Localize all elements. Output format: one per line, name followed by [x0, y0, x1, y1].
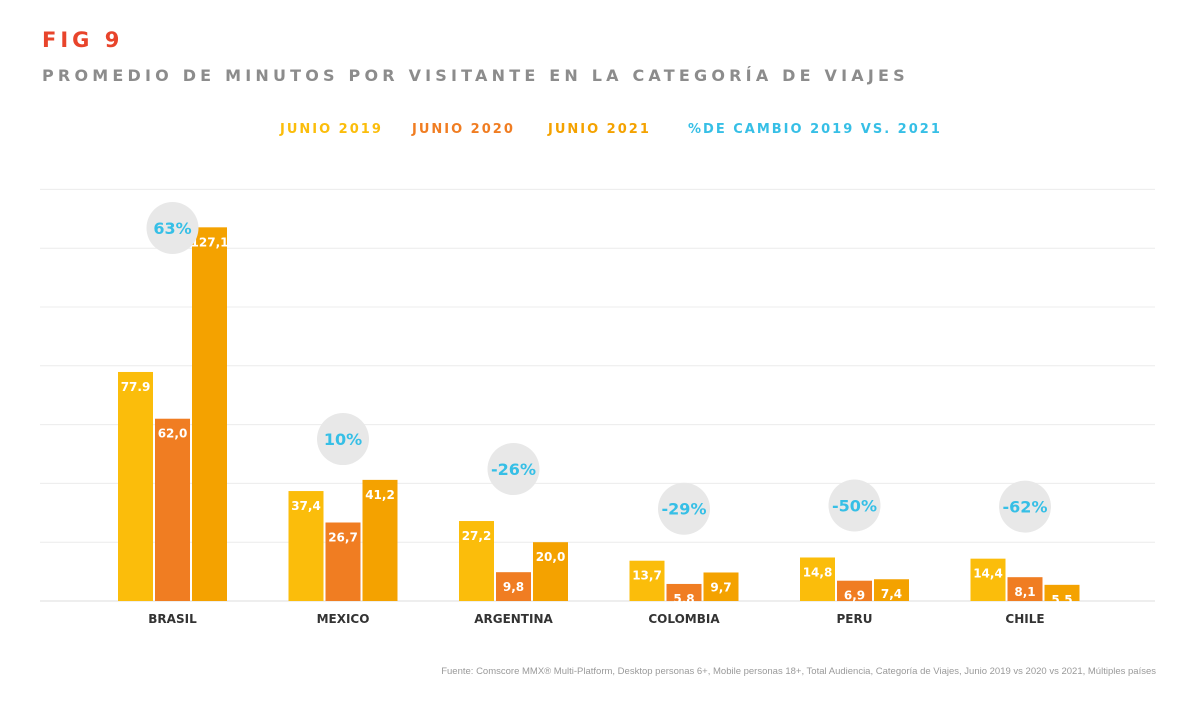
data-label: 14,8	[803, 565, 833, 579]
change-bubble	[658, 482, 710, 535]
change-bubble	[317, 413, 369, 466]
bar-brasil-junio-2020	[155, 418, 190, 601]
data-label: 9,7	[710, 580, 731, 594]
category-label: ARGENTINA	[474, 612, 553, 626]
data-label: 26,7	[328, 531, 358, 545]
bar-chile-junio-2019	[970, 558, 1006, 601]
bar-mexico-junio-2019	[288, 491, 324, 601]
bar-peru-junio-2021	[874, 579, 909, 601]
data-label: 27,2	[462, 529, 492, 543]
legend-item-cambio: %DE CAMBIO 2019 VS. 2021	[688, 122, 942, 137]
bar-peru-junio-2020	[837, 580, 872, 601]
change-label: 63%	[153, 219, 191, 238]
data-label: 13,7	[632, 569, 662, 583]
bar-chile-junio-2020	[1007, 577, 1043, 601]
change-label: 10%	[324, 430, 362, 449]
change-bubble	[487, 443, 540, 496]
data-label: 14,4	[973, 567, 1003, 581]
data-label: 37,4	[291, 499, 321, 513]
legend-item-junio-2020: JUNIO 2020	[412, 122, 515, 137]
change-bubble	[146, 202, 199, 254]
bar-argentina-junio-2021	[533, 542, 568, 601]
data-label: 5,8	[673, 592, 694, 606]
bar-chile-junio-2021	[1044, 584, 1080, 601]
chart-title: PROMEDIO DE MINUTOS POR VISITANTE EN LA …	[42, 66, 909, 85]
bar-mexico-junio-2021	[362, 479, 398, 601]
bar-mexico-junio-2020	[325, 522, 361, 601]
data-label: 8,1	[1014, 585, 1035, 599]
data-label: 41,2	[365, 488, 395, 502]
category-label: CHILE	[1005, 612, 1044, 626]
change-bubble	[828, 479, 881, 532]
data-label: 7,4	[881, 587, 902, 601]
change-label: -62%	[1003, 498, 1048, 517]
source-note: Fuente: Comscore MMX® Multi-Platform, De…	[441, 666, 1156, 677]
bar-brasil-junio-2019	[118, 371, 153, 601]
legend-item-junio-2021: JUNIO 2021	[548, 122, 651, 137]
data-label: 77.9	[121, 380, 151, 394]
category-label: COLOMBIA	[648, 612, 720, 626]
data-label: 62,0	[158, 427, 188, 441]
category-label: MEXICO	[317, 612, 370, 626]
bar-colombia-junio-2019	[629, 560, 665, 601]
change-bubble	[999, 480, 1051, 533]
bar-colombia-junio-2021	[703, 572, 739, 601]
category-label: BRASIL	[148, 612, 197, 626]
legend-item-junio-2019: JUNIO 2019	[280, 122, 383, 137]
data-label: 127,1	[191, 235, 229, 249]
bar-argentina-junio-2020	[496, 572, 531, 601]
change-label: -26%	[491, 460, 536, 479]
bar-brasil-junio-2021	[192, 227, 227, 602]
figure-number: FIG 9	[42, 28, 124, 52]
data-label: 9,8	[503, 580, 524, 594]
data-label: 20,0	[536, 550, 566, 564]
data-label: 5,5	[1051, 593, 1072, 607]
change-label: -29%	[662, 500, 707, 519]
bar-peru-junio-2019	[800, 557, 835, 601]
category-label: PERU	[837, 612, 873, 626]
data-label: 6,9	[844, 589, 865, 603]
change-label: -50%	[832, 496, 877, 515]
bar-argentina-junio-2019	[459, 521, 494, 601]
bar-colombia-junio-2020	[666, 583, 702, 601]
